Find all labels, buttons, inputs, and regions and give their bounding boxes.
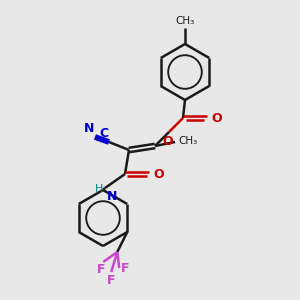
Text: N: N [107, 190, 117, 203]
Text: F: F [97, 263, 106, 276]
Text: O: O [153, 167, 164, 181]
Text: H: H [94, 184, 103, 194]
Text: O: O [211, 112, 222, 124]
Text: C: C [99, 127, 108, 140]
Text: F: F [107, 274, 116, 287]
Text: CH₃: CH₃ [178, 136, 197, 146]
Text: CH₃: CH₃ [176, 16, 195, 26]
Text: F: F [121, 262, 130, 275]
Text: N: N [84, 122, 94, 135]
Text: O: O [163, 135, 173, 148]
